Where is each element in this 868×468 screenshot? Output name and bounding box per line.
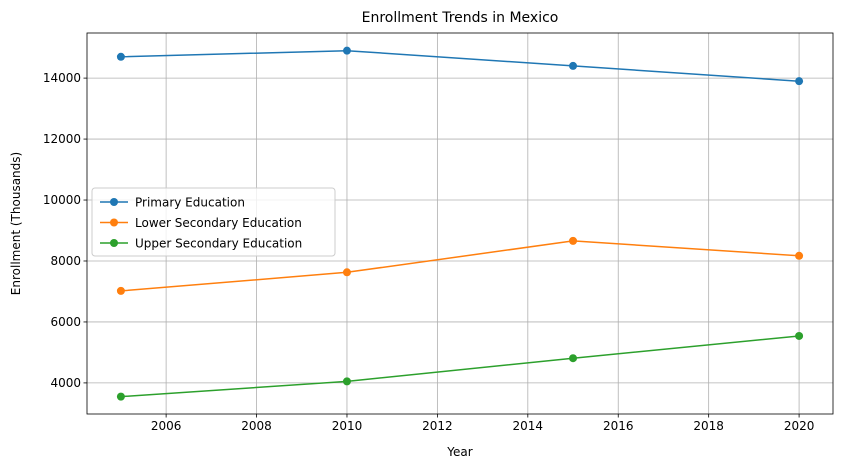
legend-box <box>91 187 336 257</box>
legend-swatch-marker <box>110 239 118 247</box>
series-layer <box>116 46 804 401</box>
y-tick-label: 12000 <box>43 132 81 146</box>
legend: Primary Education Lower Secondary Educati… <box>91 187 336 257</box>
data-point <box>342 377 351 386</box>
legend-label: Upper Secondary Education <box>135 237 302 251</box>
chart-title: Enrollment Trends in Mexico <box>362 10 559 26</box>
y-tick-label: 8000 <box>50 254 81 268</box>
y-tick-label: 6000 <box>50 315 81 329</box>
data-point <box>116 286 125 295</box>
x-tick-label: 2010 <box>332 419 363 433</box>
legend-swatch-marker <box>110 198 118 206</box>
data-point <box>569 236 578 245</box>
x-tick-label: 2012 <box>422 419 453 433</box>
data-point <box>569 61 578 70</box>
y-tick-label: 14000 <box>43 71 81 85</box>
y-axis-label: Enrollment (Thousands) <box>9 152 23 295</box>
series-line-2 <box>120 335 800 398</box>
y-tick-label: 10000 <box>43 193 81 207</box>
data-point <box>116 392 125 401</box>
data-point <box>795 77 804 86</box>
data-point <box>342 268 351 277</box>
data-point <box>795 251 804 260</box>
x-tick-label: 2006 <box>151 419 182 433</box>
data-point <box>569 354 578 363</box>
x-tick-label: 2020 <box>784 419 815 433</box>
series-line-1 <box>120 240 800 292</box>
plot-area-frame <box>86 32 834 415</box>
y-axis-ticks: 4000 6000 8000 10000 12000 14000 <box>43 71 87 390</box>
data-point <box>795 331 804 340</box>
x-tick-label: 2016 <box>603 419 634 433</box>
data-point <box>342 46 351 55</box>
x-tick-label: 2008 <box>241 419 272 433</box>
legend-label: Primary Education <box>135 196 245 210</box>
x-axis-ticks: 2006 2008 2010 2012 2014 2016 2018 2020 <box>151 414 815 433</box>
data-point <box>116 52 125 61</box>
x-tick-label: 2018 <box>693 419 724 433</box>
series-line-0 <box>120 49 800 82</box>
legend-label: Lower Secondary Education <box>135 216 302 230</box>
y-tick-label: 4000 <box>50 376 81 390</box>
x-axis-label: Year <box>446 445 472 459</box>
x-tick-label: 2014 <box>513 419 544 433</box>
legend-swatch-marker <box>110 218 118 227</box>
